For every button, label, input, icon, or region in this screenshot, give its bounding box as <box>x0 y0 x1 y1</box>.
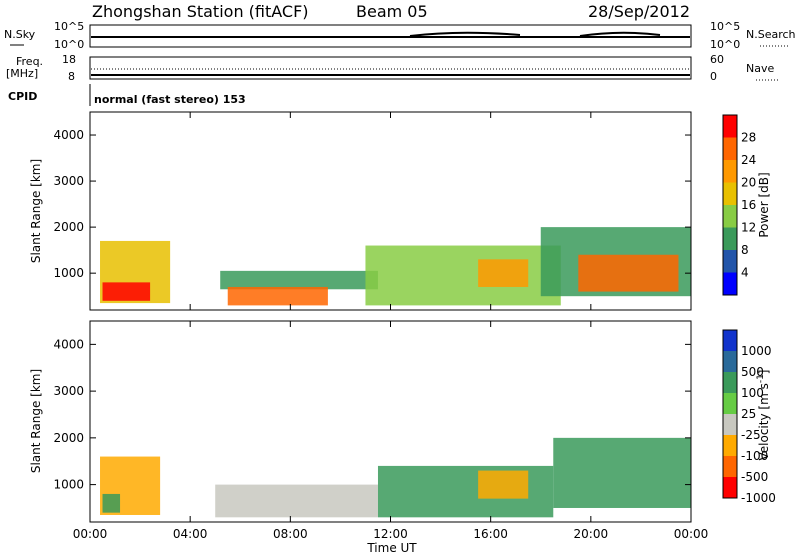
power-ytick-label-1: 2000 <box>53 220 84 234</box>
power-cbar-tick-4: 12 <box>741 221 756 235</box>
cpid-label: CPID <box>8 90 37 103</box>
velocity-region-2 <box>215 484 378 518</box>
velocity-cbar-label-main: Velocity [m s <box>757 383 771 460</box>
beam-label: Beam 05 <box>356 2 428 21</box>
power-cbar-swatch-1 <box>723 137 737 160</box>
nsky-tick-top: 10^5 <box>54 20 84 33</box>
power-cbar-swatch-3 <box>723 182 737 205</box>
velocity-cbar-tick-4: -25 <box>741 428 761 442</box>
velocity-cbar-swatch-1 <box>723 351 737 372</box>
velocity-panel: 1000 2000 3000 4000 Slant Range [km] <box>29 320 692 523</box>
velocity-cbar-swatch-7 <box>723 477 737 498</box>
velocity-cbar-swatch-0 <box>723 330 737 351</box>
power-region-5 <box>478 259 529 287</box>
power-cbar-tick-5: 8 <box>741 243 749 257</box>
velocity-cbar-tick-2: 100 <box>741 386 764 400</box>
power-heatmap <box>100 227 691 306</box>
velocity-heatmap <box>100 437 691 518</box>
nsky-panel <box>89 24 692 48</box>
velocity-cbar-label: Velocity [m s-1] <box>756 370 771 461</box>
power-cbar-swatch-2 <box>723 160 737 183</box>
velocity-cbar-tick-7: -1000 <box>741 491 776 505</box>
date-label: 28/Sep/2012 <box>588 2 690 21</box>
station-title: Zhongshan Station (fitACF) <box>92 2 309 21</box>
velocity-cbar-frame <box>722 329 738 499</box>
velocity-cbar-tick-1: 500 <box>741 365 764 379</box>
velocity-y-axis: 1000 2000 3000 4000 <box>53 337 691 492</box>
nsky-bump <box>409 31 661 37</box>
velocity-ylabel: Slant Range [km] <box>29 369 43 473</box>
power-cbar-swatch-0 <box>723 115 737 138</box>
freq-tick-top: 18 <box>62 53 76 66</box>
velocity-cbar-label-exp: -1 <box>756 374 766 383</box>
xtick-label-6: 00:00 <box>674 527 709 541</box>
nsearch-tick-bottom: 10^0 <box>710 38 740 51</box>
power-region-3 <box>227 286 328 306</box>
nsearch-tick-top: 10^5 <box>710 20 740 33</box>
freq-tick-bottom: 8 <box>68 70 75 83</box>
velocity-ytick-label-0: 1000 <box>53 478 84 492</box>
velocity-cbar-tick-6: -500 <box>741 470 768 484</box>
nave-tick-bottom: 0 <box>710 70 717 83</box>
velocity-cbar-swatch-2 <box>723 372 737 393</box>
power-cbar-tick-2: 20 <box>741 176 756 190</box>
nsky-tick-bottom: 10^0 <box>54 38 84 51</box>
xtick-label-2: 08:00 <box>273 527 308 541</box>
power-cbar-swatch-7 <box>723 272 737 295</box>
nsearch-label: N.Search <box>746 28 796 41</box>
power-cbar-frame <box>722 114 738 296</box>
power-region-1 <box>102 282 151 301</box>
nsky-label: N.Sky <box>4 28 36 41</box>
power-colorbar: 28 24 20 16 12 8 4 <box>722 114 756 296</box>
freq-panel <box>89 56 692 80</box>
velocity-ytick-label-1: 2000 <box>53 431 84 445</box>
xtick-label-1: 04:00 <box>173 527 208 541</box>
xtick-label-4: 16:00 <box>473 527 508 541</box>
power-cbar-tick-0: 28 <box>741 131 756 145</box>
velocity-cbar-label-end: ] <box>757 370 771 375</box>
power-ytick-label-3: 4000 <box>53 128 84 142</box>
xtick-label-0: 00:00 <box>73 527 108 541</box>
velocity-ytick-label-2: 3000 <box>53 384 84 398</box>
velocity-cbar-swatch-5 <box>723 435 737 456</box>
power-y-axis: 1000 2000 3000 4000 <box>53 128 691 280</box>
power-ytick-label-2: 3000 <box>53 174 84 188</box>
x-axis-label: Time UT <box>366 541 417 554</box>
nave-label: Nave <box>746 62 774 75</box>
velocity-colorbar: 1000 500 100 25 -25 -100 -500 -1000 <box>722 329 776 505</box>
velocity-cbar-tick-3: 25 <box>741 407 756 421</box>
velocity-cbar-tick-5: -100 <box>741 449 768 463</box>
power-cbar-tick-3: 16 <box>741 198 756 212</box>
velocity-cbar-swatch-4 <box>723 414 737 435</box>
power-cbar-swatch-6 <box>723 250 737 273</box>
velocity-region-4 <box>478 470 529 499</box>
power-cbar-label: Power [dB] <box>757 172 771 237</box>
power-cbar-tick-1: 24 <box>741 153 756 167</box>
velocity-region-1 <box>102 493 121 513</box>
power-region-2 <box>220 270 378 290</box>
velocity-cbar-tick-0: 1000 <box>741 344 772 358</box>
power-cbar-tick-6: 4 <box>741 266 749 280</box>
xtick-label-5: 20:00 <box>574 527 609 541</box>
power-ytick-label-0: 1000 <box>53 266 84 280</box>
power-panel: 1000 2000 3000 4000 Slant Range [km] <box>29 111 692 311</box>
power-cbar-swatch-4 <box>723 205 737 228</box>
velocity-cbar-swatch-6 <box>723 456 737 477</box>
xtick-label-3: 12:00 <box>373 527 408 541</box>
power-region-4 <box>365 245 561 306</box>
freq-unit: [MHz] <box>6 67 38 80</box>
nave-tick-top: 60 <box>710 53 724 66</box>
power-ylabel: Slant Range [km] <box>29 159 43 263</box>
power-cbar-swatch-5 <box>723 227 737 250</box>
time-axis: 00:00 04:00 08:00 12:00 16:00 20:00 00:00 <box>73 112 709 541</box>
cpid-text: normal (fast stereo) 153 <box>94 93 246 106</box>
velocity-ytick-label-3: 4000 <box>53 337 84 351</box>
velocity-region-5 <box>553 437 691 508</box>
power-region-7 <box>578 254 679 292</box>
velocity-cbar-swatch-3 <box>723 393 737 414</box>
freq-label: Freq. <box>16 55 43 68</box>
